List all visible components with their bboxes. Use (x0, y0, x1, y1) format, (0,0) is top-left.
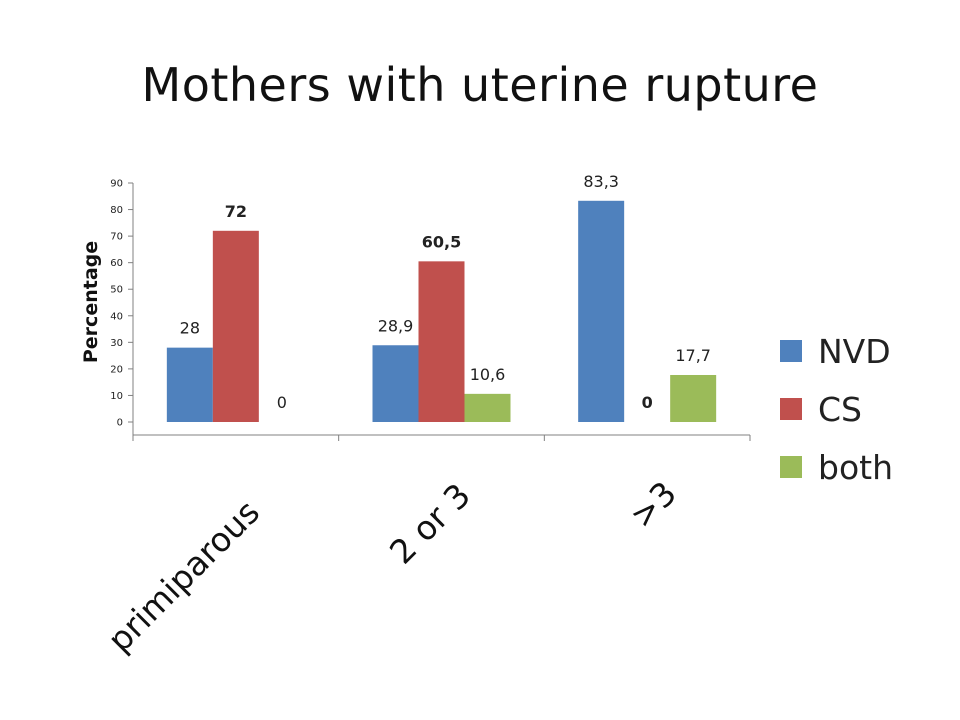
data-label: 83,3 (583, 172, 619, 191)
legend-label-cs: CS (818, 389, 862, 429)
y-tick-label: 30 (110, 338, 123, 349)
data-label: 28 (180, 319, 200, 338)
data-label: 0 (277, 393, 287, 412)
data-label: 17,7 (675, 346, 711, 365)
y-tick-label: 40 (110, 311, 123, 322)
data-label: 0 (642, 393, 653, 412)
legend-label-both: both (818, 447, 893, 487)
chart-title: Mothers with uterine rupture (141, 58, 819, 112)
y-tick-label: 10 (110, 391, 123, 402)
legend-item-cs: CS (780, 380, 893, 438)
y-axis-label: Percentage (80, 240, 102, 364)
data-label: 60,5 (422, 232, 461, 251)
legend-item-both: both (780, 438, 893, 496)
y-tick-label: 60 (110, 258, 123, 269)
y-tick-label: 80 (110, 205, 123, 216)
y-tick-label: 0 (117, 418, 123, 429)
data-label: 10,6 (470, 365, 506, 384)
bar-cs (212, 230, 259, 422)
legend-swatch-both (780, 456, 802, 478)
y-tick-label: 20 (110, 364, 123, 375)
y-tick-label: 70 (110, 232, 123, 243)
legend-item-nvd: NVD (780, 322, 893, 380)
bar-nvd (578, 200, 625, 422)
legend: NVD CS both (780, 322, 893, 496)
legend-label-nvd: NVD (818, 331, 891, 371)
y-tick-label: 50 (110, 285, 123, 296)
bar-nvd (166, 347, 213, 422)
bar-cs (418, 261, 465, 422)
legend-swatch-nvd (780, 340, 802, 362)
data-label: 28,9 (378, 316, 414, 335)
legend-swatch-cs (780, 398, 802, 420)
bar-both (464, 393, 511, 422)
bar-both (670, 374, 717, 422)
y-tick-label: 90 (110, 179, 123, 190)
data-label: 72 (225, 202, 247, 221)
bar-nvd (372, 345, 419, 422)
